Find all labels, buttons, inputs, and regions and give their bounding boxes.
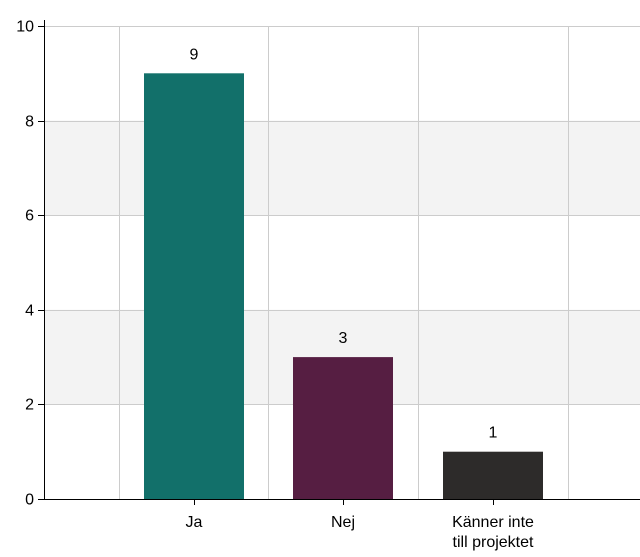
gridlines [44,26,640,499]
bar-0 [144,73,244,500]
y-tick-label-10: 10 [16,19,34,36]
grid-band-1 [44,120,640,216]
bar-2 [443,451,543,499]
bars [144,73,543,500]
x-tick-label-1-0: Nej [331,514,355,531]
bar-1 [293,357,393,499]
axes [38,20,640,505]
x-tick-label-2-0: Känner inte [452,514,534,531]
y-tick-label-8: 8 [25,114,34,131]
x-tick-label-0-0: Ja [186,514,203,531]
data-label-0: 9 [190,46,199,63]
y-tick-label-6: 6 [25,208,34,225]
y-tick-label-4: 4 [25,303,34,320]
data-label-1: 3 [339,330,348,347]
y-tick-label-0: 0 [25,492,34,509]
labels: 0 2 4 6 8 10 9 Ja 3 Nej 1 Känner inte till projektet [16,19,534,552]
y-tick-label-2: 2 [25,397,34,414]
data-label-2: 1 [489,425,498,442]
background-bands [44,120,640,405]
x-tick-label-2-1: till projektet [453,534,534,551]
